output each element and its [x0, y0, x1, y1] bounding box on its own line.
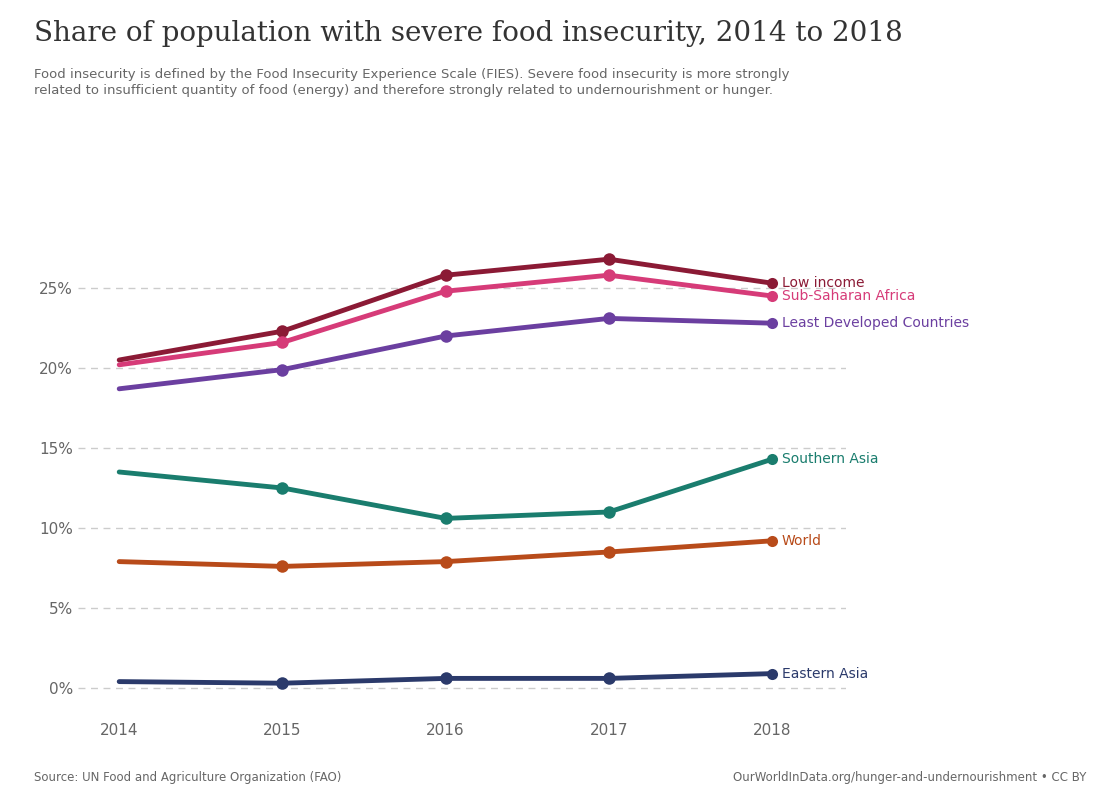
Text: Southern Asia: Southern Asia	[782, 452, 878, 466]
Text: OurWorldInData.org/hunger-and-undernourishment • CC BY: OurWorldInData.org/hunger-and-undernouri…	[732, 771, 1086, 784]
Text: Eastern Asia: Eastern Asia	[782, 666, 868, 681]
Text: related to insufficient quantity of food (energy) and therefore strongly related: related to insufficient quantity of food…	[34, 84, 773, 97]
Text: Our World
in Data: Our World in Data	[981, 32, 1053, 63]
Text: Food insecurity is defined by the Food Insecurity Experience Scale (FIES). Sever: Food insecurity is defined by the Food I…	[34, 68, 790, 81]
Text: World: World	[782, 534, 822, 548]
Text: Source: UN Food and Agriculture Organization (FAO): Source: UN Food and Agriculture Organiza…	[34, 771, 340, 784]
Text: Share of population with severe food insecurity, 2014 to 2018: Share of population with severe food ins…	[34, 20, 903, 47]
Text: Low income: Low income	[782, 276, 865, 290]
Text: Least Developed Countries: Least Developed Countries	[782, 316, 969, 330]
Text: Sub-Saharan Africa: Sub-Saharan Africa	[782, 289, 915, 303]
